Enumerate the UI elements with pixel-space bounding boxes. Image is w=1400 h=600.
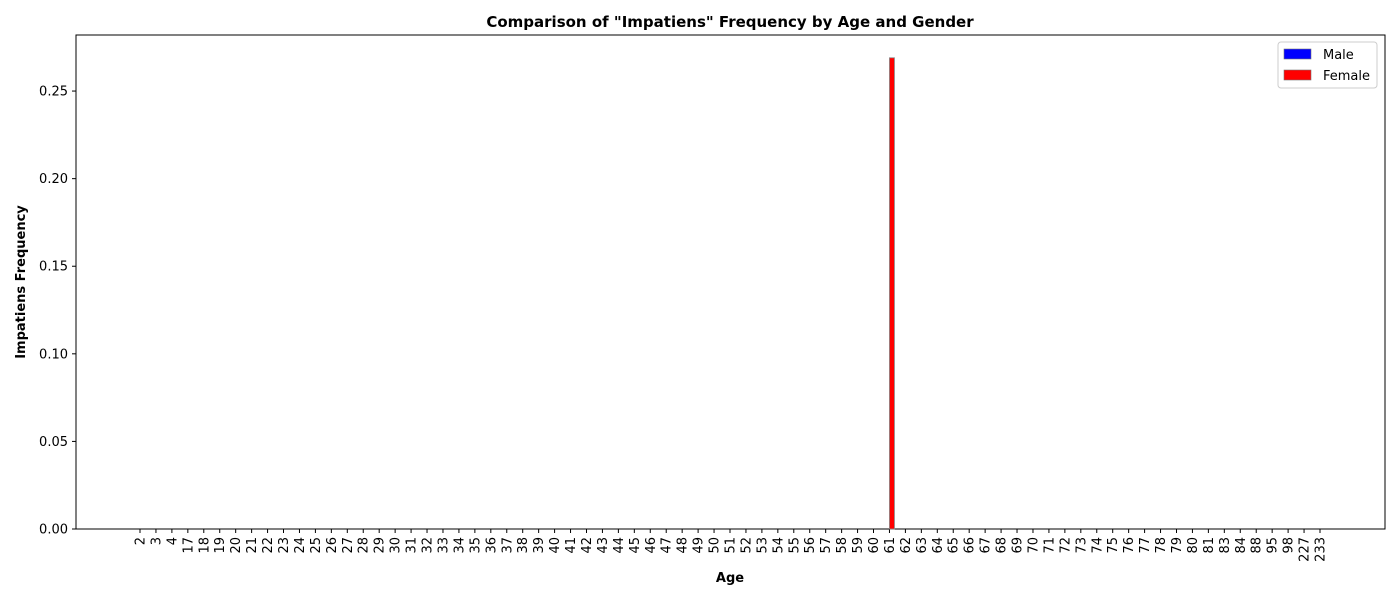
x-tick-label: 72 [1058, 537, 1073, 554]
x-tick-label: 17 [181, 537, 196, 554]
x-tick-label: 70 [1026, 537, 1041, 554]
legend-label-male: Male [1323, 48, 1354, 63]
x-tick-label: 38 [516, 537, 531, 554]
x-tick-label: 95 [1266, 537, 1281, 554]
x-tick-label: 45 [628, 537, 643, 554]
x-tick-label: 83 [1218, 537, 1233, 554]
x-tick-label: 71 [1042, 537, 1057, 554]
x-tick-label: 53 [755, 537, 770, 554]
x-tick-label: 31 [405, 537, 420, 554]
y-axis-label: Impatiens Frequency [14, 205, 29, 359]
x-tick-label: 80 [1186, 537, 1201, 554]
x-tick-label: 68 [995, 537, 1010, 554]
x-tick-label: 3 [149, 537, 164, 545]
x-tick-label: 39 [532, 537, 547, 554]
x-tick-label: 34 [452, 537, 467, 554]
x-axis-label: Age [716, 571, 744, 586]
x-tick-label: 76 [1122, 537, 1137, 554]
x-tick-label: 49 [692, 537, 707, 554]
x-tick-label: 59 [851, 537, 866, 554]
x-tick-label: 40 [548, 537, 563, 554]
y-tick-label: 0.10 [39, 347, 68, 362]
x-tick-label: 75 [1106, 537, 1121, 554]
x-tick-label: 233 [1314, 537, 1329, 562]
plot-area [75, 34, 1386, 530]
x-tick-label: 30 [389, 537, 404, 554]
x-tick-label: 64 [931, 537, 946, 554]
x-tick-label: 88 [1250, 537, 1265, 554]
x-tick-label: 48 [676, 537, 691, 554]
x-tick-label: 2 [134, 537, 149, 545]
x-tick-label: 23 [277, 537, 292, 554]
chart-title: Comparison of "Impatiens" Frequency by A… [486, 13, 974, 31]
y-tick-label: 0.25 [39, 85, 68, 100]
x-tick-label: 79 [1170, 537, 1185, 554]
legend: Male Female [1277, 41, 1378, 89]
x-tick-label: 19 [213, 537, 228, 554]
x-tick-label: 62 [899, 537, 914, 554]
x-tick-label: 98 [1282, 537, 1297, 554]
x-tick-label: 4 [165, 537, 180, 545]
x-tick-label: 29 [373, 537, 388, 554]
x-tick-label: 52 [739, 537, 754, 554]
x-tick-label: 36 [484, 537, 499, 554]
x-tick-label: 65 [947, 537, 962, 554]
legend-label-female: Female [1323, 69, 1370, 84]
x-tick-label: 61 [883, 537, 898, 554]
x-tick-label: 24 [293, 537, 308, 554]
x-tick-label: 55 [787, 537, 802, 554]
x-tick-label: 22 [261, 537, 276, 554]
x-tick-label: 77 [1138, 537, 1153, 554]
x-tick-label: 69 [1011, 537, 1026, 554]
x-tick-label: 32 [421, 537, 436, 554]
x-tick-label: 78 [1154, 537, 1169, 554]
x-tick-label: 46 [644, 537, 659, 554]
legend-swatch-female [1283, 69, 1312, 81]
x-tick-label: 28 [357, 537, 372, 554]
x-tick-label: 41 [564, 537, 579, 554]
x-tick-label: 21 [245, 537, 260, 554]
x-tick-label: 27 [341, 537, 356, 554]
x-tick-label: 56 [803, 537, 818, 554]
x-tick-label: 227 [1298, 537, 1313, 562]
x-tick-label: 47 [660, 537, 675, 554]
x-tick-label: 25 [309, 537, 324, 554]
x-tick-label: 18 [197, 537, 212, 554]
x-tick-label: 73 [1074, 537, 1089, 554]
y-tick-label: 0.00 [39, 523, 68, 538]
x-tick-label: 20 [229, 537, 244, 554]
x-tick-label: 57 [819, 537, 834, 554]
y-tick-label: 0.15 [39, 260, 68, 275]
x-tick-label: 51 [724, 537, 739, 554]
x-tick-label: 44 [612, 537, 627, 554]
x-tick-label: 35 [468, 537, 483, 554]
y-tick-label: 0.20 [39, 172, 68, 187]
x-tick-label: 26 [325, 537, 340, 554]
x-tick-label: 54 [771, 537, 786, 554]
bar-female-61 [889, 57, 895, 530]
bars [889, 57, 895, 530]
x-tick-label: 43 [596, 537, 611, 554]
x-axis: 2 3 4 17 18 19 20 21 22 23 24 25 26 27 28 29 30 31 32 33 34 3… [134, 529, 1329, 562]
x-tick-label: 66 [963, 537, 978, 554]
y-axis: 0.00 0.05 0.10 0.15 0.20 0.25 [39, 85, 76, 538]
x-tick-label: 60 [867, 537, 882, 554]
x-tick-label: 37 [500, 537, 515, 554]
x-tick-label: 67 [979, 537, 994, 554]
x-tick-label: 63 [915, 537, 930, 554]
legend-swatch-male [1283, 48, 1312, 60]
x-tick-label: 81 [1202, 537, 1217, 554]
x-tick-label: 58 [835, 537, 850, 554]
x-tick-label: 84 [1234, 537, 1249, 554]
x-tick-label: 42 [580, 537, 595, 554]
x-tick-label: 74 [1090, 537, 1105, 554]
y-tick-label: 0.05 [39, 435, 68, 450]
x-tick-label: 50 [708, 537, 723, 554]
x-tick-label: 33 [436, 537, 451, 554]
